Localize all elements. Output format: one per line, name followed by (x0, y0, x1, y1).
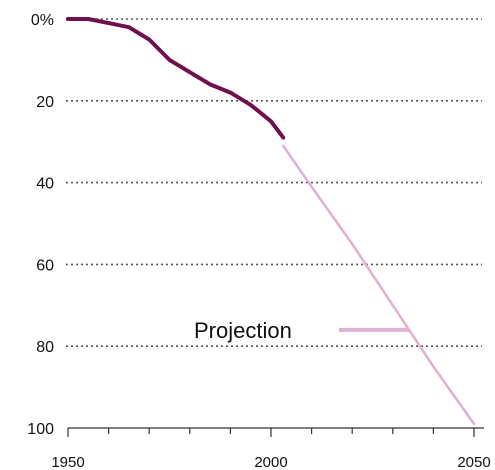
y-tick-label-80: 80 (36, 339, 54, 356)
series-layer (66, 17, 476, 426)
x-axis (67, 427, 484, 437)
y-tick-label-20: 20 (36, 94, 54, 111)
y-tick-label-0: 0% (31, 12, 54, 29)
historical-series-line (66, 17, 286, 140)
x-tick-label-1950: 1950 (51, 454, 84, 470)
x-tick-label-2050: 2050 (457, 454, 490, 470)
projection-series-line (281, 144, 476, 426)
grid-layer (66, 18, 482, 348)
annotation-layer: Projection (194, 318, 410, 343)
y-tick-label-40: 40 (36, 176, 54, 193)
x-tick-label-2000: 2000 (254, 454, 287, 470)
x-tick-labels: 1950 2000 2050 (51, 454, 490, 470)
projection-annotation-label: Projection (194, 318, 292, 343)
y-tick-labels: 0% 20 40 60 80 100 (27, 12, 54, 438)
y-tick-label-100: 100 (27, 421, 54, 438)
y-tick-label-60: 60 (36, 257, 54, 274)
